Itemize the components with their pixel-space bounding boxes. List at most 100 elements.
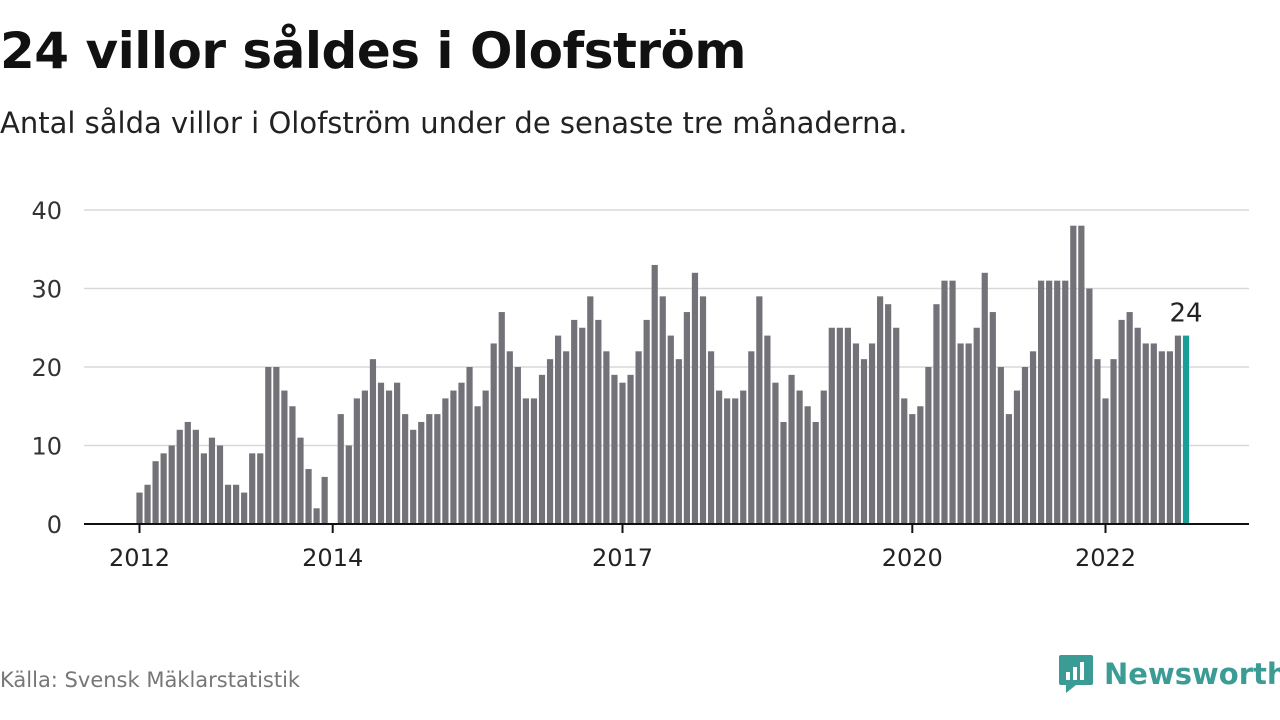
bar bbox=[305, 469, 312, 524]
bar bbox=[394, 382, 401, 524]
bar bbox=[224, 484, 232, 524]
bar bbox=[949, 280, 956, 524]
bar bbox=[611, 374, 618, 524]
bar bbox=[555, 335, 562, 524]
bar bbox=[152, 461, 159, 524]
y-tick-label: 0 bbox=[47, 511, 62, 539]
bar bbox=[868, 343, 876, 524]
bar bbox=[563, 351, 570, 524]
bar bbox=[1110, 359, 1117, 524]
bar bbox=[804, 406, 811, 524]
bar bbox=[675, 359, 682, 524]
bar bbox=[571, 319, 578, 524]
bar bbox=[997, 367, 1004, 524]
bar bbox=[385, 390, 393, 524]
y-tick-label: 40 bbox=[31, 197, 62, 225]
bar bbox=[241, 492, 248, 524]
bar bbox=[369, 359, 377, 524]
bar bbox=[1174, 335, 1182, 524]
bar bbox=[933, 304, 940, 524]
bar bbox=[321, 476, 328, 524]
y-tick-label: 20 bbox=[31, 354, 62, 382]
bar bbox=[796, 390, 803, 524]
source-note: Källa: Svensk Mäklarstatistik bbox=[0, 668, 301, 692]
bar bbox=[716, 390, 723, 524]
bar bbox=[659, 296, 666, 524]
x-tick-label: 2014 bbox=[302, 544, 363, 572]
brand-name: Newsworthy bbox=[1104, 657, 1280, 691]
bar bbox=[844, 327, 851, 524]
bar bbox=[482, 390, 489, 524]
bar bbox=[1166, 351, 1173, 524]
bar bbox=[506, 351, 513, 524]
bar bbox=[893, 327, 900, 524]
bar bbox=[1038, 280, 1045, 524]
bar bbox=[683, 312, 690, 524]
bar bbox=[836, 327, 843, 524]
bar bbox=[957, 343, 964, 524]
bar bbox=[1126, 312, 1133, 524]
bar-highlight bbox=[1182, 335, 1190, 524]
bar bbox=[418, 421, 425, 524]
bar bbox=[877, 296, 884, 524]
bar bbox=[925, 367, 932, 524]
bar bbox=[337, 414, 344, 524]
x-tick-label: 2012 bbox=[109, 544, 170, 572]
bar bbox=[402, 414, 409, 524]
bar bbox=[917, 406, 924, 524]
bar bbox=[514, 367, 521, 524]
bar bbox=[1142, 343, 1149, 524]
bar bbox=[490, 343, 497, 524]
x-tick-label: 2020 bbox=[882, 544, 943, 572]
bar bbox=[1086, 288, 1093, 524]
bar bbox=[852, 343, 860, 524]
bar bbox=[740, 390, 747, 524]
bar bbox=[699, 296, 707, 524]
bar bbox=[168, 445, 175, 524]
bar bbox=[909, 414, 916, 524]
bar bbox=[1158, 351, 1165, 524]
bar bbox=[860, 359, 868, 524]
x-axis bbox=[84, 523, 1249, 533]
bar bbox=[257, 453, 264, 524]
bar bbox=[627, 374, 634, 524]
bar bbox=[474, 406, 481, 524]
bar bbox=[345, 445, 352, 524]
brand-logo: Newsworthy bbox=[1058, 652, 1280, 696]
bar bbox=[273, 367, 280, 524]
bar bbox=[820, 390, 827, 524]
bar bbox=[353, 398, 360, 524]
bar bbox=[941, 280, 948, 524]
bar bbox=[136, 492, 143, 524]
bar-chart: 0 10 20 30 40 2012 2014 2017 2020 2022 24 bbox=[31, 197, 1249, 572]
bar bbox=[192, 429, 199, 524]
bar bbox=[667, 335, 674, 524]
bar bbox=[377, 382, 385, 524]
bar bbox=[724, 398, 731, 524]
bar bbox=[361, 390, 368, 524]
bar bbox=[1005, 414, 1012, 524]
bar bbox=[176, 429, 183, 524]
bar bbox=[748, 351, 755, 524]
bar bbox=[184, 421, 191, 524]
bar bbox=[1046, 280, 1053, 524]
chart-subtitle: Antal sålda villor i Olofström under de … bbox=[0, 106, 908, 140]
bar bbox=[160, 453, 167, 524]
bar bbox=[1062, 280, 1069, 524]
bar bbox=[587, 296, 594, 524]
bar bbox=[579, 327, 586, 524]
bar bbox=[1013, 390, 1021, 524]
bar bbox=[313, 508, 320, 524]
bar bbox=[410, 429, 417, 524]
bar bbox=[1078, 225, 1085, 524]
chart-title: 24 villor såldes i Olofström bbox=[0, 22, 747, 80]
bar bbox=[450, 390, 457, 524]
bar bbox=[144, 484, 151, 524]
y-axis-tick-labels: 0 10 20 30 40 bbox=[31, 197, 62, 539]
bar bbox=[200, 453, 207, 524]
bar bbox=[522, 398, 529, 524]
bar bbox=[530, 398, 538, 524]
bar bbox=[1134, 327, 1141, 524]
bar bbox=[973, 327, 980, 524]
x-tick-label: 2022 bbox=[1075, 544, 1136, 572]
